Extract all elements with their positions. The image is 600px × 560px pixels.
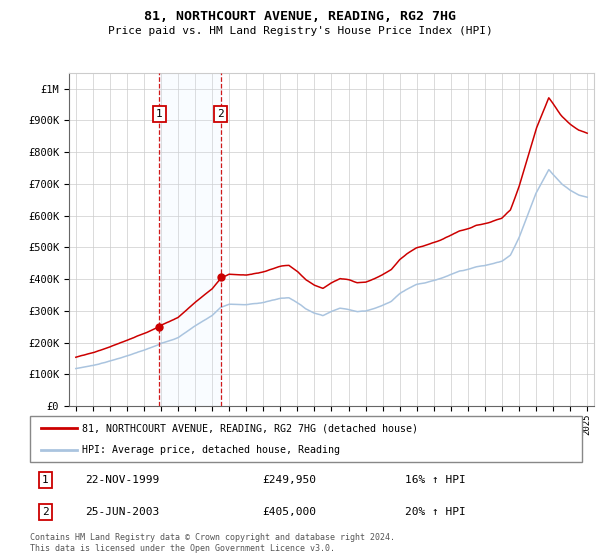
FancyBboxPatch shape xyxy=(30,416,582,462)
Text: Contains HM Land Registry data © Crown copyright and database right 2024.: Contains HM Land Registry data © Crown c… xyxy=(30,533,395,542)
Text: 2: 2 xyxy=(42,507,49,517)
Text: 1: 1 xyxy=(42,475,49,484)
Text: 25-JUN-2003: 25-JUN-2003 xyxy=(85,507,160,517)
Text: Price paid vs. HM Land Registry's House Price Index (HPI): Price paid vs. HM Land Registry's House … xyxy=(107,26,493,36)
Text: £405,000: £405,000 xyxy=(262,507,316,517)
Text: 16% ↑ HPI: 16% ↑ HPI xyxy=(406,475,466,484)
Text: £249,950: £249,950 xyxy=(262,475,316,484)
Text: 81, NORTHCOURT AVENUE, READING, RG2 7HG (detached house): 81, NORTHCOURT AVENUE, READING, RG2 7HG … xyxy=(82,423,418,433)
Text: 2: 2 xyxy=(217,109,224,119)
Text: 22-NOV-1999: 22-NOV-1999 xyxy=(85,475,160,484)
Text: 81, NORTHCOURT AVENUE, READING, RG2 7HG: 81, NORTHCOURT AVENUE, READING, RG2 7HG xyxy=(144,10,456,23)
Text: HPI: Average price, detached house, Reading: HPI: Average price, detached house, Read… xyxy=(82,445,340,455)
Text: 1: 1 xyxy=(156,109,163,119)
Text: 20% ↑ HPI: 20% ↑ HPI xyxy=(406,507,466,517)
Text: This data is licensed under the Open Government Licence v3.0.: This data is licensed under the Open Gov… xyxy=(30,544,335,553)
Bar xyxy=(159,73,221,406)
